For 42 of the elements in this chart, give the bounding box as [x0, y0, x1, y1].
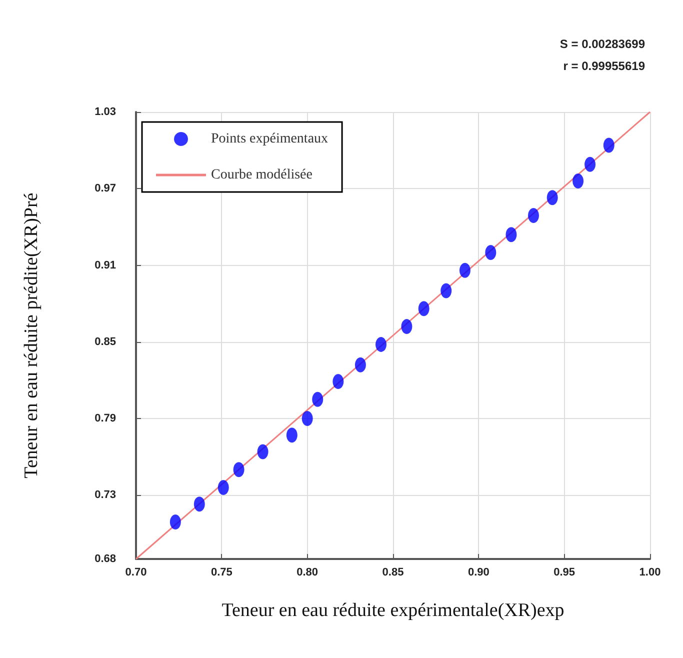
- x-tick-label: 0.75: [210, 566, 232, 578]
- text: S = 0.00283699: [560, 37, 646, 51]
- point: [354, 357, 366, 372]
- x-tick-label: 0.70: [125, 566, 147, 578]
- x-tick-label: 1.00: [639, 566, 661, 578]
- point: [546, 190, 558, 206]
- point: [302, 411, 313, 426]
- point: [170, 514, 181, 530]
- point: [440, 283, 452, 298]
- y-tick-label: 0.85: [94, 336, 116, 348]
- y-tick-label: 1.03: [94, 106, 116, 118]
- point: [312, 392, 324, 407]
- point: [506, 227, 517, 242]
- legend-label: Points expéimentaux: [211, 132, 328, 146]
- point: [218, 480, 229, 495]
- x-tick-label: 0.80: [296, 566, 318, 578]
- y-tick-label: 0.97: [94, 182, 116, 195]
- point: [376, 336, 387, 352]
- y-tick-label: 0.79: [94, 412, 116, 425]
- point: [194, 496, 205, 512]
- point: [418, 301, 430, 316]
- point: [459, 262, 470, 278]
- point: [485, 244, 496, 260]
- x-axis-title: Teneur en eau réduite expérimentale(XR)exp: [222, 600, 564, 621]
- x-tick-label: 0.85: [382, 566, 404, 578]
- x-tick-label: 0.90: [468, 566, 490, 578]
- point: [603, 138, 614, 153]
- point: [332, 374, 344, 389]
- y-axis-title: Teneur en eau réduite prédite(XR)Pré: [21, 192, 42, 478]
- x-tick-label: 0.95: [554, 566, 576, 578]
- y-tick-label: 0.91: [94, 259, 116, 272]
- point: [286, 428, 298, 443]
- point: [572, 173, 584, 188]
- point: [528, 208, 539, 223]
- point: [584, 156, 596, 172]
- legend-label: Courbe modélisée: [211, 168, 312, 182]
- text: r = 0.99955619: [563, 59, 646, 73]
- point: [257, 444, 268, 460]
- point: [401, 319, 412, 334]
- point: [233, 462, 244, 478]
- y-tick-label: 0.73: [94, 489, 116, 502]
- y-tick-label: 0.68: [94, 553, 116, 565]
